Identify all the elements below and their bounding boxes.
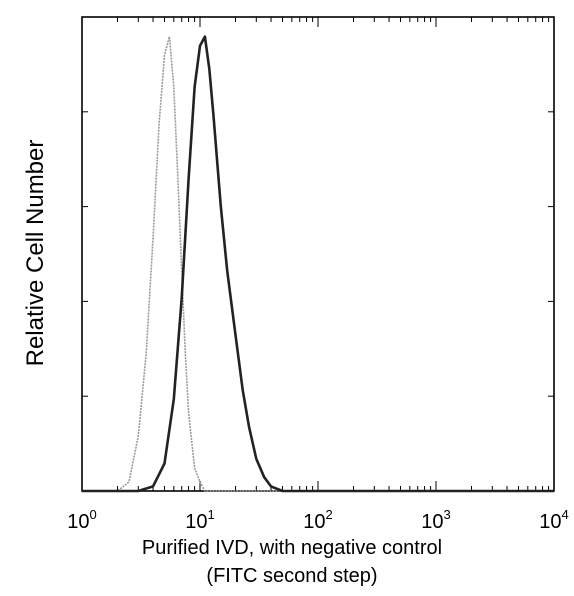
y-axis-label: Relative Cell Number <box>22 139 49 367</box>
x-tick-labels: 100 101 102 103 104 <box>67 507 568 533</box>
x-tick-label: 101 <box>185 507 214 533</box>
x-tick-label: 103 <box>421 507 450 533</box>
x-axis-sublabel: (FITC second step) <box>206 565 378 587</box>
control-histogram-line <box>82 35 554 492</box>
y-minor-ticks <box>82 111 554 397</box>
x-ticks <box>81 17 550 491</box>
x-tick-label: 102 <box>303 507 332 533</box>
x-axis-label: Purified IVD, with negative control <box>141 537 443 559</box>
sample-histogram-line <box>82 35 554 493</box>
x-tick-label: 100 <box>67 507 96 533</box>
histogram-curves <box>82 35 554 493</box>
x-tick-label: 104 <box>539 507 568 533</box>
